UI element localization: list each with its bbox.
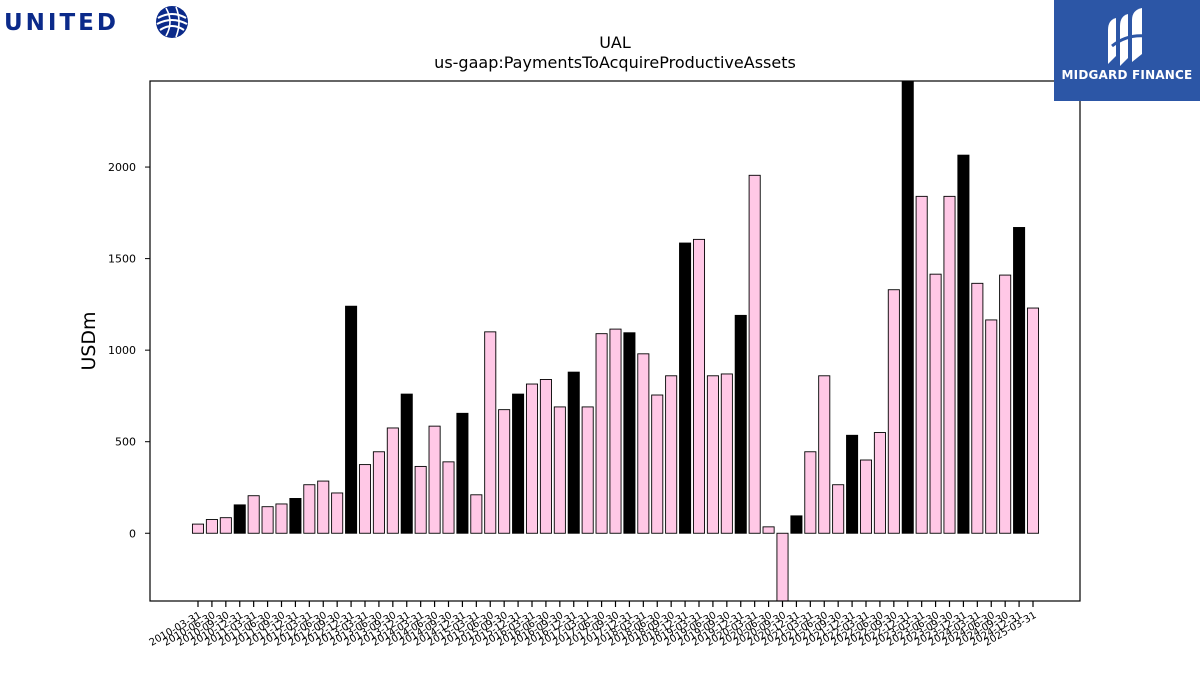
- bar-2020-06-30: [762, 526, 775, 534]
- globe-icon: [154, 4, 190, 40]
- bar-2024-09-30: [999, 274, 1012, 534]
- bar-2016-09-30: [553, 406, 566, 534]
- bar-2011-09-30: [275, 503, 288, 534]
- bar-2023-03-31: [915, 195, 928, 534]
- plot-frame: [149, 80, 1081, 602]
- bar-2014-09-30: [442, 461, 455, 534]
- y-tick-label: 500: [115, 436, 136, 449]
- x-ticks: 2010-03-312010-06-302010-09-302010-12-31…: [148, 601, 1039, 649]
- y-tick-label: 2000: [108, 161, 136, 174]
- bar-2017-09-30: [609, 328, 622, 534]
- bar-2017-03-31: [581, 406, 594, 534]
- bar-2021-12-31: [846, 434, 859, 534]
- bar-2020-09-30: [776, 532, 789, 602]
- bar-2019-06-30: [706, 375, 719, 534]
- y-axis-label: USDm: [78, 311, 100, 370]
- bar-2019-09-30: [720, 373, 733, 534]
- y-tick-label: 1000: [108, 344, 136, 357]
- bar-2022-06-30: [873, 432, 886, 534]
- bar-2021-09-30: [832, 484, 845, 534]
- bar-2023-09-30: [943, 195, 956, 534]
- bar-2012-03-31: [303, 484, 316, 534]
- bar-2012-09-30: [331, 492, 344, 534]
- bar-2018-09-30: [665, 375, 678, 534]
- bar-2018-12-31: [679, 242, 692, 534]
- bar-2014-12-31: [456, 412, 469, 534]
- bar-2013-09-30: [386, 427, 399, 534]
- bar-2012-12-31: [345, 305, 358, 534]
- y-ticks: 0 500 1000 1500 2000: [108, 161, 150, 540]
- bar-2011-12-31: [289, 498, 302, 534]
- bar-2010-06-30: [205, 519, 218, 534]
- chart-title: UAL: [599, 33, 631, 52]
- bar-2019-12-31: [734, 314, 747, 534]
- bar-2011-06-30: [261, 506, 274, 534]
- bar-2025-03-31: [1026, 307, 1040, 534]
- y-tick-label: 1500: [108, 253, 136, 266]
- bar-2019-03-31: [692, 238, 706, 534]
- bar-2022-09-30: [887, 289, 900, 534]
- bar-2020-03-31: [748, 174, 761, 534]
- united-logo: UNITED: [4, 4, 194, 40]
- bar-2015-12-31: [512, 393, 525, 534]
- bar-2014-03-31: [414, 465, 427, 534]
- bar-2014-06-30: [428, 425, 441, 534]
- midgard-wordmark: MIDGARD FINANCE: [1061, 68, 1193, 82]
- bar-2021-03-31: [804, 451, 817, 534]
- bar-2017-06-30: [595, 333, 608, 534]
- bar-2018-03-31: [637, 353, 650, 534]
- bar-2015-03-31: [470, 494, 483, 534]
- bar-2024-06-30: [985, 319, 998, 534]
- bar-2016-06-30: [539, 379, 552, 534]
- bar-2013-06-30: [372, 451, 385, 534]
- bar-2010-12-31: [233, 504, 246, 534]
- bar-2024-12-31: [1013, 227, 1026, 534]
- bars: [191, 80, 1040, 602]
- midgard-emblem-icon: [1108, 8, 1147, 66]
- bar-2017-12-31: [623, 332, 636, 534]
- bar-2016-12-31: [567, 371, 580, 534]
- bar-2023-12-31: [957, 154, 970, 534]
- bar-2018-06-30: [651, 394, 664, 534]
- bar-2013-03-31: [358, 464, 372, 534]
- midgard-finance-logo: MIDGARD FINANCE: [1054, 0, 1200, 101]
- bar-2022-03-31: [859, 459, 873, 534]
- bar-2010-09-30: [219, 517, 232, 534]
- chart-subtitle: us-gaap:PaymentsToAcquireProductiveAsset…: [434, 53, 796, 72]
- bar-2022-12-31: [901, 80, 914, 534]
- bar-2020-12-31: [790, 515, 803, 534]
- united-wordmark: UNITED: [4, 10, 119, 36]
- bar-2010-03-31: [191, 523, 205, 534]
- bar-2013-12-31: [400, 393, 413, 534]
- bar-2015-06-30: [484, 331, 497, 534]
- bar-2021-06-30: [818, 375, 831, 534]
- y-tick-label: 0: [129, 527, 136, 540]
- bar-2016-03-31: [525, 383, 539, 534]
- bar-2015-09-30: [498, 409, 511, 534]
- bar-2011-03-31: [247, 495, 260, 534]
- bar-2024-03-31: [971, 282, 984, 534]
- bar-2012-06-30: [317, 480, 330, 534]
- bar-2023-06-30: [929, 273, 942, 534]
